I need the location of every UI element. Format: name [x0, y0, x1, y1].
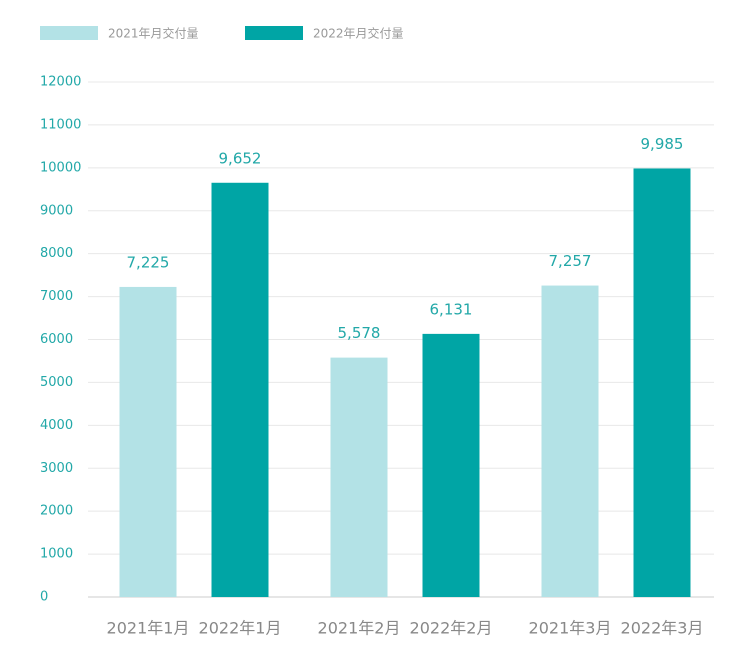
y-tick-label: 8000: [40, 246, 73, 261]
bar: [422, 333, 480, 597]
y-tick-label: 9000: [40, 203, 73, 218]
bar: [330, 357, 388, 597]
legend-swatch: [245, 26, 303, 40]
y-tick-label: 1000: [40, 547, 73, 562]
y-tick-label: 4000: [40, 418, 73, 433]
value-label: 6,131: [430, 300, 473, 318]
x-tick-label: 2022年1月: [199, 619, 282, 638]
value-label: 7,257: [549, 252, 592, 270]
bar: [633, 168, 691, 597]
bar: [119, 286, 177, 597]
y-tick-label: 6000: [40, 332, 73, 347]
y-tick-label: 3000: [40, 461, 73, 476]
legend-label: 2022年月交付量: [313, 26, 404, 41]
value-label: 9,985: [641, 135, 684, 153]
y-tick-label: 5000: [40, 375, 73, 390]
value-label: 9,652: [219, 149, 262, 167]
bar: [541, 285, 599, 597]
y-tick-label: 11000: [40, 117, 81, 132]
y-tick-label: 0: [40, 590, 48, 605]
legend-swatch: [40, 26, 98, 40]
bar: [211, 182, 269, 598]
y-tick-label: 12000: [40, 75, 81, 90]
value-label: 5,578: [338, 324, 381, 342]
legend-label: 2021年月交付量: [108, 26, 199, 41]
x-tick-label: 2021年3月: [529, 619, 612, 638]
x-tick-label: 2021年1月: [107, 619, 190, 638]
y-tick-label: 7000: [40, 289, 73, 304]
x-tick-label: 2021年2月: [318, 619, 401, 638]
x-tick-label: 2022年3月: [621, 619, 704, 638]
y-tick-label: 10000: [40, 160, 81, 175]
value-label: 7,225: [127, 253, 170, 271]
x-tick-label: 2022年2月: [410, 619, 493, 638]
y-tick-label: 2000: [40, 504, 73, 519]
